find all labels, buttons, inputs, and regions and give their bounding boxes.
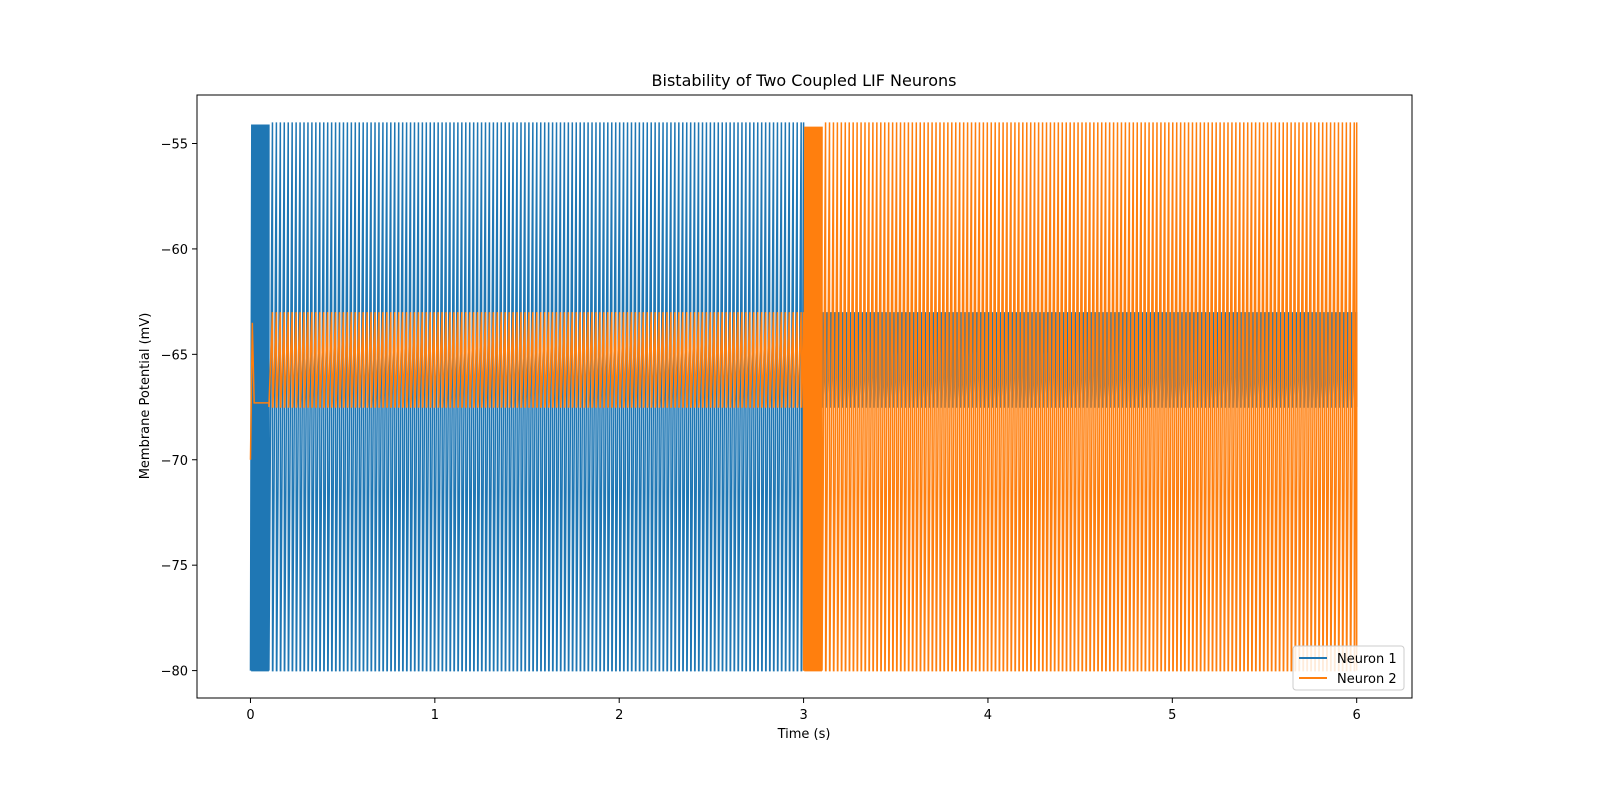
y-axis-label: Membrane Potential (mV) bbox=[138, 313, 153, 480]
y-axis: −55 −60 −65 −70 −75 −80 bbox=[161, 137, 197, 680]
x-tick-label: 2 bbox=[615, 708, 623, 723]
x-axis: 0 1 2 3 4 5 6 bbox=[246, 698, 1361, 723]
legend: Neuron 1 Neuron 2 bbox=[1292, 645, 1405, 691]
x-tick-label: 0 bbox=[246, 708, 254, 723]
x-tick-label: 3 bbox=[799, 708, 807, 723]
legend-label-neuron-1: Neuron 1 bbox=[1337, 652, 1397, 667]
y-tick-label: −70 bbox=[161, 454, 188, 469]
y-tick-label: −55 bbox=[161, 137, 188, 152]
x-tick-label: 4 bbox=[984, 708, 992, 723]
series-line-1 bbox=[249, 122, 1358, 672]
y-tick-label: −60 bbox=[161, 243, 188, 258]
x-tick-label: 6 bbox=[1353, 708, 1361, 723]
y-tick-label: −80 bbox=[161, 665, 188, 680]
x-axis-label: Time (s) bbox=[777, 727, 831, 742]
legend-label-neuron-2: Neuron 2 bbox=[1337, 672, 1397, 687]
series-layer bbox=[249, 122, 1358, 672]
y-tick-label: −75 bbox=[161, 559, 188, 574]
series-line-2 bbox=[249, 122, 1358, 672]
x-tick-label: 5 bbox=[1168, 708, 1176, 723]
plot-frame bbox=[196, 94, 1413, 699]
x-tick-label: 1 bbox=[431, 708, 439, 723]
chart-title: Bistability of Two Coupled LIF Neurons bbox=[652, 71, 957, 90]
y-tick-label: −65 bbox=[161, 348, 188, 363]
